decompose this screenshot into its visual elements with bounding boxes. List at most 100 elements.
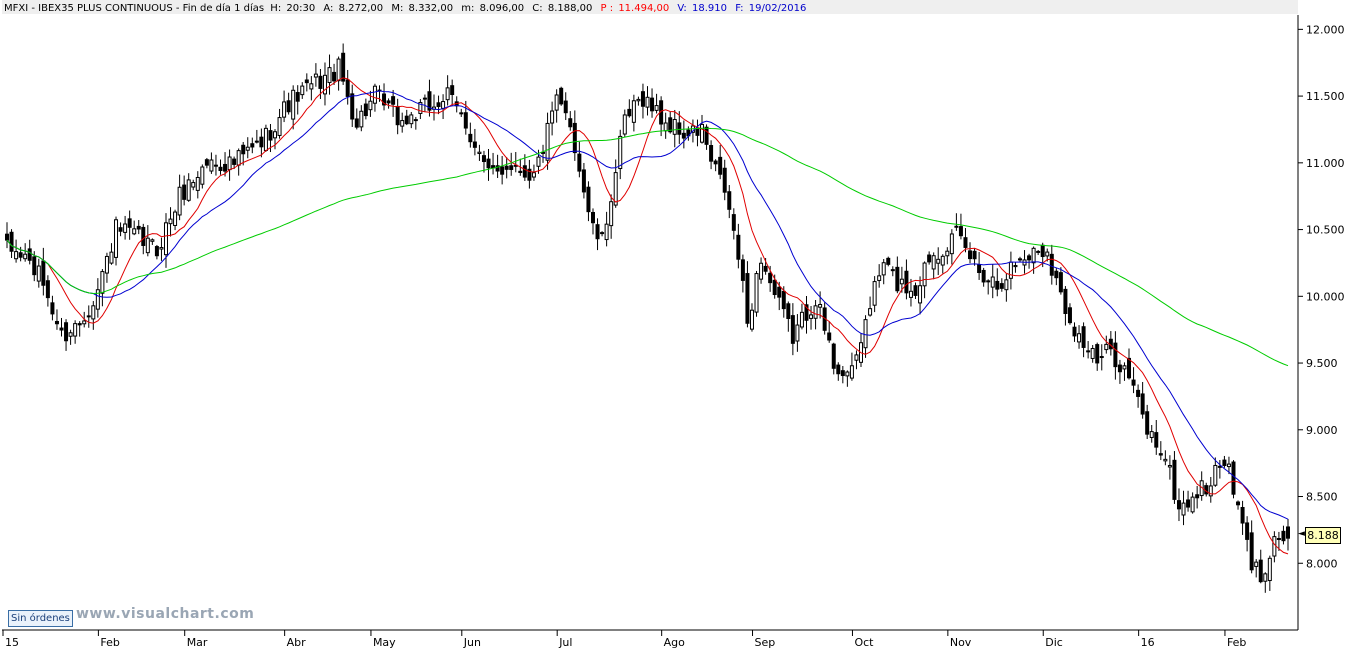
axes: 8.000 8.500 9.000 9.500 10.000 10.500 11.000 11…: [2, 15, 1345, 649]
candle: [277, 108, 282, 139]
candle: [999, 278, 1004, 292]
candle-body-down: [677, 122, 682, 135]
candle-body-down: [232, 158, 237, 165]
candle-body-up: [186, 179, 191, 201]
candle-body-up: [1254, 561, 1259, 567]
candle-body-up: [849, 365, 854, 379]
candle-body-up: [631, 100, 636, 123]
candle: [191, 179, 196, 191]
candle: [500, 156, 505, 185]
candle: [209, 152, 214, 174]
candle: [1258, 549, 1263, 584]
candle-body-down: [695, 127, 700, 136]
candle: [554, 89, 559, 123]
candle: [336, 56, 341, 91]
candle-body-down: [182, 184, 187, 200]
candle-body-down: [772, 279, 777, 296]
candle: [908, 278, 913, 307]
x-tick-label: Nov: [950, 636, 972, 649]
candle: [650, 88, 655, 118]
candle: [450, 79, 455, 106]
candle-body-up: [536, 156, 541, 167]
candle: [422, 94, 427, 113]
candle-body-up: [150, 239, 155, 242]
candle-body-up: [418, 102, 423, 114]
header-c-label: C:: [532, 3, 542, 14]
candle-body-down: [1081, 326, 1086, 348]
candle-body-down: [382, 93, 387, 106]
candle: [849, 352, 854, 381]
candle-body-down: [1286, 526, 1290, 539]
candle: [1186, 490, 1191, 512]
candle: [1236, 500, 1241, 510]
candle: [804, 296, 809, 334]
candle-body-down: [54, 320, 59, 325]
candle-body-down: [713, 160, 718, 165]
candle: [868, 296, 873, 317]
candle: [259, 128, 264, 158]
candle-body-down: [9, 231, 14, 252]
candle-body-down: [223, 163, 228, 172]
plot-area: [5, 43, 1290, 593]
candle: [436, 95, 441, 115]
candle-body-down: [586, 186, 591, 213]
y-tick-label: 8.500: [1306, 491, 1338, 504]
candle-body-down: [827, 332, 832, 341]
candle-body-down: [541, 151, 546, 154]
candle-body-up: [940, 255, 945, 266]
candle: [786, 301, 791, 332]
candle-body-up: [145, 237, 150, 254]
candle-body-up: [123, 223, 128, 233]
candle-body-up: [872, 281, 877, 306]
candle: [727, 185, 732, 219]
y-tick-label: 11.500: [1306, 90, 1345, 103]
candle: [713, 159, 718, 172]
candle: [282, 90, 287, 123]
candle: [182, 175, 187, 206]
candle-body-down: [250, 143, 255, 148]
candle-body-up: [1099, 356, 1104, 359]
candle-body-up: [132, 228, 137, 235]
candle: [1145, 404, 1150, 439]
candle: [1263, 572, 1268, 593]
candle: [345, 69, 350, 105]
candle: [1213, 457, 1218, 487]
candle: [1017, 256, 1022, 262]
candle: [545, 112, 550, 170]
candle-body-up: [1167, 464, 1172, 468]
x-tick-label: Feb: [100, 636, 119, 649]
candle-body-down: [804, 304, 809, 321]
candle: [150, 238, 155, 245]
candle: [918, 276, 923, 315]
candle: [200, 164, 205, 189]
candle-body-up: [1272, 536, 1277, 557]
candle: [1267, 555, 1272, 591]
candle: [232, 156, 237, 170]
candle-body-up: [986, 280, 991, 283]
candle: [550, 101, 555, 136]
candle: [1231, 460, 1236, 499]
candle: [872, 276, 877, 313]
candle: [568, 111, 573, 131]
candle: [186, 173, 191, 202]
candle-body-down: [459, 112, 464, 115]
candle-body-down: [463, 112, 468, 129]
header-h-label: H:: [270, 3, 281, 14]
candle-body-up: [618, 135, 623, 170]
orders-status-badge[interactable]: Sin órdenes: [8, 610, 73, 627]
candle-body-up: [104, 255, 109, 274]
candle-body-down: [763, 265, 768, 272]
candle-body-down: [1222, 459, 1227, 467]
candle: [1072, 322, 1077, 342]
header-a-label: A:: [323, 3, 333, 14]
candle-body-down: [1195, 494, 1200, 499]
candle-body-up: [863, 319, 868, 349]
candle-body-down: [718, 156, 723, 175]
header-min-label: m:: [461, 3, 474, 14]
candle: [486, 148, 491, 181]
candle: [854, 350, 859, 370]
candle-body-down: [504, 165, 509, 170]
candle-body-up: [14, 251, 19, 260]
